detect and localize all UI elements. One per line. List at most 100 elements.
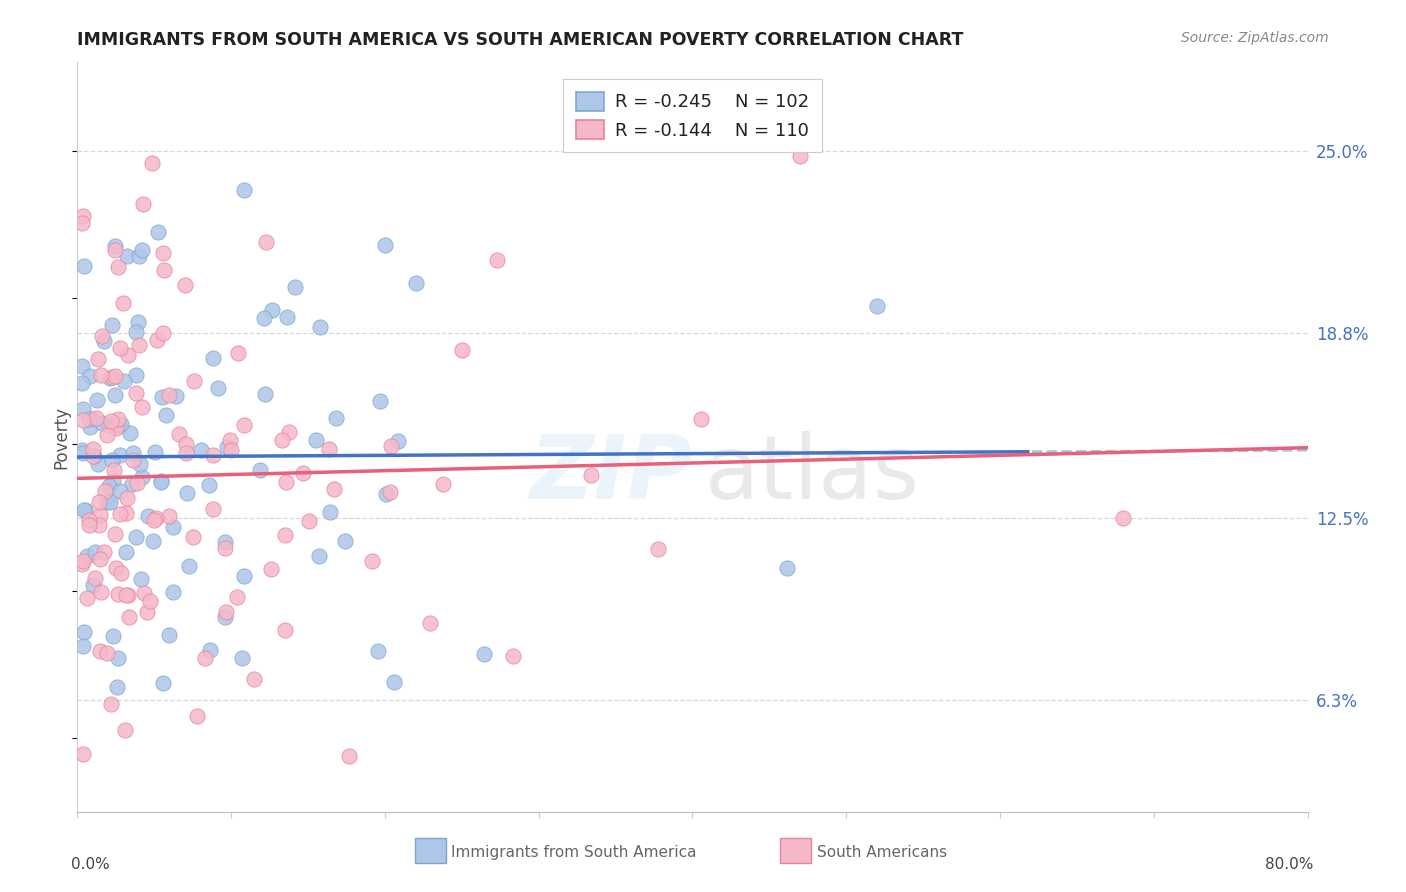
Point: [150, 475, 173, 489]
Point: [150, 475, 173, 489]
Point: [231, 650, 253, 665]
Point: [115, 249, 138, 263]
Point: [200, 643, 222, 657]
Point: [789, 149, 811, 163]
Point: [419, 616, 441, 631]
Point: [242, 672, 264, 686]
Point: [107, 650, 129, 665]
Text: Source: ZipAtlas.com: Source: ZipAtlas.com: [1181, 31, 1329, 45]
Point: [107, 587, 129, 601]
Point: [150, 390, 173, 404]
Point: [104, 239, 127, 253]
Point: [143, 445, 166, 459]
Point: [260, 562, 283, 576]
Point: [177, 559, 200, 574]
Point: [112, 374, 135, 388]
Point: [325, 410, 347, 425]
Point: [284, 279, 307, 293]
Point: [278, 425, 301, 439]
Text: 0.0%: 0.0%: [72, 856, 110, 871]
Point: [79, 518, 101, 533]
Point: [110, 566, 132, 580]
Point: [108, 484, 131, 499]
Point: [73, 624, 96, 639]
Point: [233, 568, 256, 582]
Point: [72, 413, 94, 427]
Point: [145, 511, 167, 525]
Point: [72, 747, 94, 761]
Point: [70, 359, 93, 373]
Point: [101, 629, 124, 643]
Point: [201, 351, 224, 366]
Point: [117, 348, 139, 362]
Point: [98, 479, 121, 493]
Point: [127, 315, 149, 329]
Point: [136, 509, 159, 524]
Point: [70, 216, 93, 230]
Point: [273, 624, 295, 638]
Point: [186, 709, 208, 723]
Point: [157, 628, 180, 642]
Point: [232, 183, 254, 197]
Point: [121, 453, 143, 467]
Point: [107, 417, 129, 432]
Point: [86, 392, 108, 407]
Point: [298, 514, 321, 528]
Point: [104, 243, 127, 257]
Point: [228, 345, 250, 359]
Point: [89, 508, 111, 523]
Point: [87, 495, 110, 509]
Point: [157, 388, 180, 402]
Point: [110, 417, 132, 432]
Point: [86, 351, 108, 366]
Point: [232, 417, 254, 432]
Point: [135, 605, 157, 619]
Point: [323, 482, 346, 496]
Point: [98, 371, 121, 385]
Text: atlas: atlas: [704, 431, 920, 518]
Point: [73, 260, 96, 274]
Point: [131, 244, 153, 258]
Point: [176, 486, 198, 500]
Point: [117, 491, 139, 505]
Point: [374, 237, 396, 252]
Point: [146, 225, 169, 239]
Point: [690, 412, 713, 426]
Point: [104, 421, 127, 435]
Point: [91, 328, 114, 343]
Point: [125, 368, 148, 382]
Point: [89, 552, 111, 566]
Point: [174, 437, 197, 451]
Point: [93, 545, 115, 559]
Point: [79, 420, 101, 434]
Point: [122, 446, 145, 460]
Point: [128, 249, 150, 263]
Y-axis label: Poverty: Poverty: [52, 406, 70, 468]
Point: [125, 475, 148, 490]
Point: [337, 748, 360, 763]
Point: [201, 448, 224, 462]
Point: [93, 334, 115, 348]
Point: [380, 439, 402, 453]
Point: [382, 675, 405, 690]
Point: [101, 370, 124, 384]
Point: [176, 445, 198, 459]
Point: [100, 453, 122, 467]
Point: [274, 527, 297, 541]
Point: [214, 541, 236, 555]
Point: [194, 650, 217, 665]
Text: ZIP: ZIP: [530, 431, 693, 518]
Point: [104, 561, 127, 575]
Point: [115, 506, 138, 520]
Point: [155, 408, 177, 422]
Point: [129, 457, 152, 471]
Point: [93, 483, 115, 498]
Point: [485, 253, 508, 268]
Point: [305, 433, 328, 447]
Point: [83, 571, 105, 585]
Point: [387, 434, 409, 448]
Point: [73, 503, 96, 517]
Point: [375, 487, 398, 501]
Point: [101, 318, 124, 332]
Point: [152, 263, 174, 277]
